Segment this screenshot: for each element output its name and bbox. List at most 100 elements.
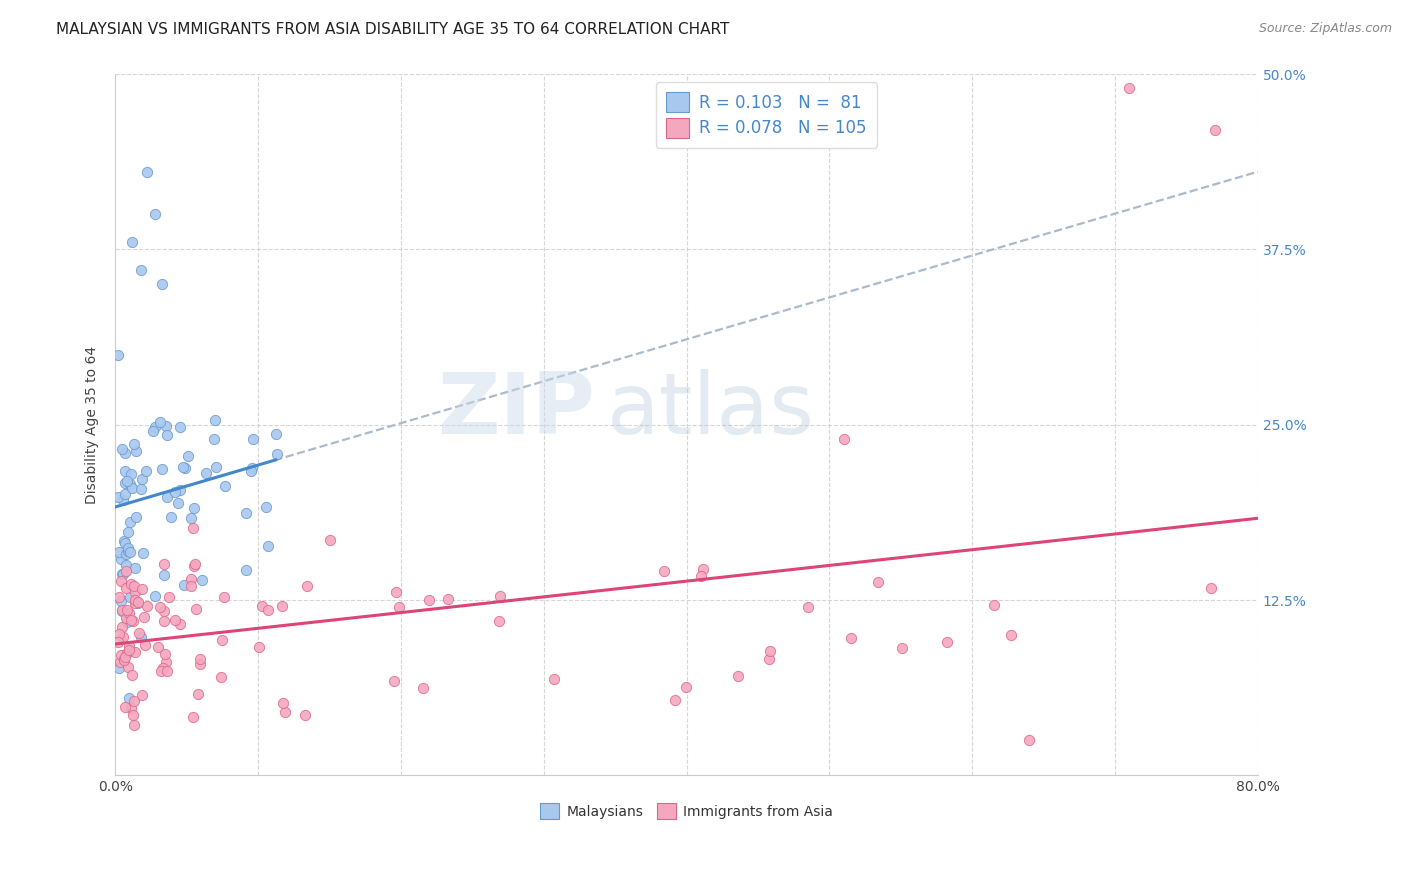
Point: [134, 638, 156, 652]
Point: [183, 500, 205, 515]
Point: [169, 616, 191, 631]
Point: [297, 579, 319, 593]
Point: [121, 482, 143, 496]
Point: [652, 564, 675, 578]
Point: [1000, 628, 1022, 642]
Point: [184, 601, 207, 615]
Point: [983, 598, 1005, 612]
Point: [124, 561, 146, 575]
Point: [118, 691, 141, 706]
Point: [120, 515, 142, 529]
Point: [124, 596, 146, 610]
Point: [188, 657, 211, 671]
Point: [202, 432, 225, 446]
Point: [131, 582, 153, 597]
Point: [111, 566, 134, 581]
Point: [385, 584, 408, 599]
Point: [122, 707, 145, 722]
Point: [117, 660, 139, 674]
Point: [115, 615, 138, 629]
Text: Source: ZipAtlas.com: Source: ZipAtlas.com: [1258, 22, 1392, 36]
Point: [250, 599, 273, 613]
Point: [122, 437, 145, 451]
Point: [152, 661, 174, 675]
Point: [120, 590, 142, 604]
Point: [183, 558, 205, 573]
Point: [437, 592, 460, 607]
Point: [131, 688, 153, 702]
Point: [114, 699, 136, 714]
Point: [247, 640, 270, 655]
Point: [143, 419, 166, 434]
Point: [388, 599, 411, 614]
Point: [142, 424, 165, 438]
Point: [155, 419, 177, 434]
Point: [121, 668, 143, 682]
Point: [157, 590, 180, 604]
Point: [319, 533, 342, 547]
Point: [163, 485, 186, 500]
Point: [169, 483, 191, 497]
Point: [174, 461, 197, 475]
Point: [110, 552, 132, 566]
Point: [135, 165, 157, 179]
Point: [115, 547, 138, 561]
Point: [209, 669, 232, 683]
Point: [122, 717, 145, 731]
Point: [129, 630, 152, 644]
Point: [935, 635, 957, 649]
Point: [274, 706, 297, 720]
Point: [129, 483, 152, 497]
Point: [110, 648, 132, 662]
Point: [155, 655, 177, 669]
Point: [675, 680, 697, 694]
Point: [118, 606, 141, 620]
Y-axis label: Disability Age 35 to 64: Disability Age 35 to 64: [86, 346, 100, 504]
Text: ZIP: ZIP: [437, 369, 595, 452]
Point: [110, 567, 132, 582]
Point: [156, 490, 179, 504]
Point: [692, 562, 714, 576]
Point: [294, 707, 316, 722]
Point: [257, 603, 280, 617]
Point: [110, 655, 132, 669]
Point: [866, 575, 889, 590]
Point: [114, 464, 136, 478]
Point: [180, 579, 202, 593]
Point: [108, 661, 131, 675]
Point: [115, 565, 138, 579]
Point: [114, 611, 136, 625]
Point: [135, 464, 157, 478]
Point: [194, 466, 217, 480]
Point: [150, 462, 173, 476]
Point: [240, 461, 263, 475]
Point: [125, 510, 148, 524]
Point: [150, 664, 173, 678]
Point: [240, 464, 263, 478]
Point: [152, 277, 174, 292]
Point: [160, 510, 183, 524]
Point: [177, 449, 200, 463]
Point: [124, 585, 146, 599]
Point: [112, 652, 135, 666]
Point: [146, 640, 169, 654]
Point: [163, 613, 186, 627]
Point: [112, 653, 135, 667]
Point: [890, 640, 912, 655]
Point: [188, 652, 211, 666]
Point: [1199, 581, 1222, 595]
Point: [152, 614, 174, 628]
Point: [543, 672, 565, 686]
Point: [839, 631, 862, 645]
Point: [111, 603, 134, 617]
Point: [134, 610, 156, 624]
Point: [107, 491, 129, 505]
Point: [489, 589, 512, 603]
Point: [181, 710, 204, 724]
Point: [127, 595, 149, 609]
Point: [235, 506, 257, 520]
Point: [108, 626, 131, 640]
Point: [149, 415, 172, 429]
Point: [382, 673, 405, 688]
Point: [797, 600, 820, 615]
